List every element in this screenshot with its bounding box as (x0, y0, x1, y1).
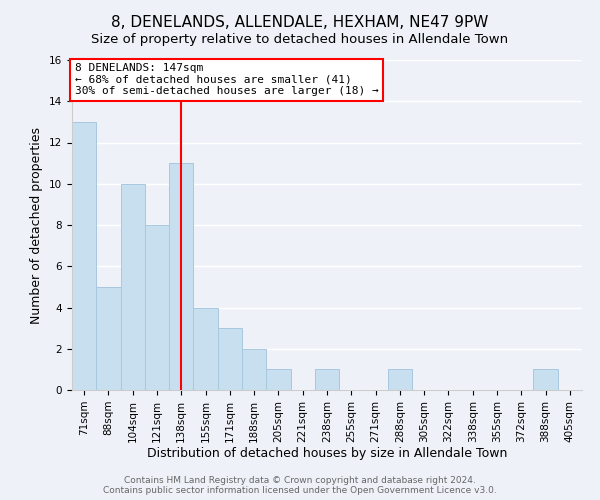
Bar (266, 370, 290, 390)
Bar (169, 163, 193, 390)
Bar (145, 225, 169, 390)
Bar (533, 370, 558, 390)
Text: 8 DENELANDS: 147sqm
← 68% of detached houses are smaller (41)
30% of semi-detach: 8 DENELANDS: 147sqm ← 68% of detached ho… (74, 64, 379, 96)
Bar (72, 122, 96, 390)
X-axis label: Distribution of detached houses by size in Allendale Town: Distribution of detached houses by size … (147, 448, 507, 460)
Text: 8, DENELANDS, ALLENDALE, HEXHAM, NE47 9PW: 8, DENELANDS, ALLENDALE, HEXHAM, NE47 9P… (112, 15, 488, 30)
Bar (193, 308, 218, 390)
Bar (121, 184, 145, 390)
Bar (388, 370, 412, 390)
Bar (242, 349, 266, 390)
Text: Size of property relative to detached houses in Allendale Town: Size of property relative to detached ho… (91, 32, 509, 46)
Bar (96, 287, 121, 390)
Bar (315, 370, 339, 390)
Bar (218, 328, 242, 390)
Text: Contains HM Land Registry data © Crown copyright and database right 2024.
Contai: Contains HM Land Registry data © Crown c… (103, 476, 497, 495)
Y-axis label: Number of detached properties: Number of detached properties (31, 126, 43, 324)
